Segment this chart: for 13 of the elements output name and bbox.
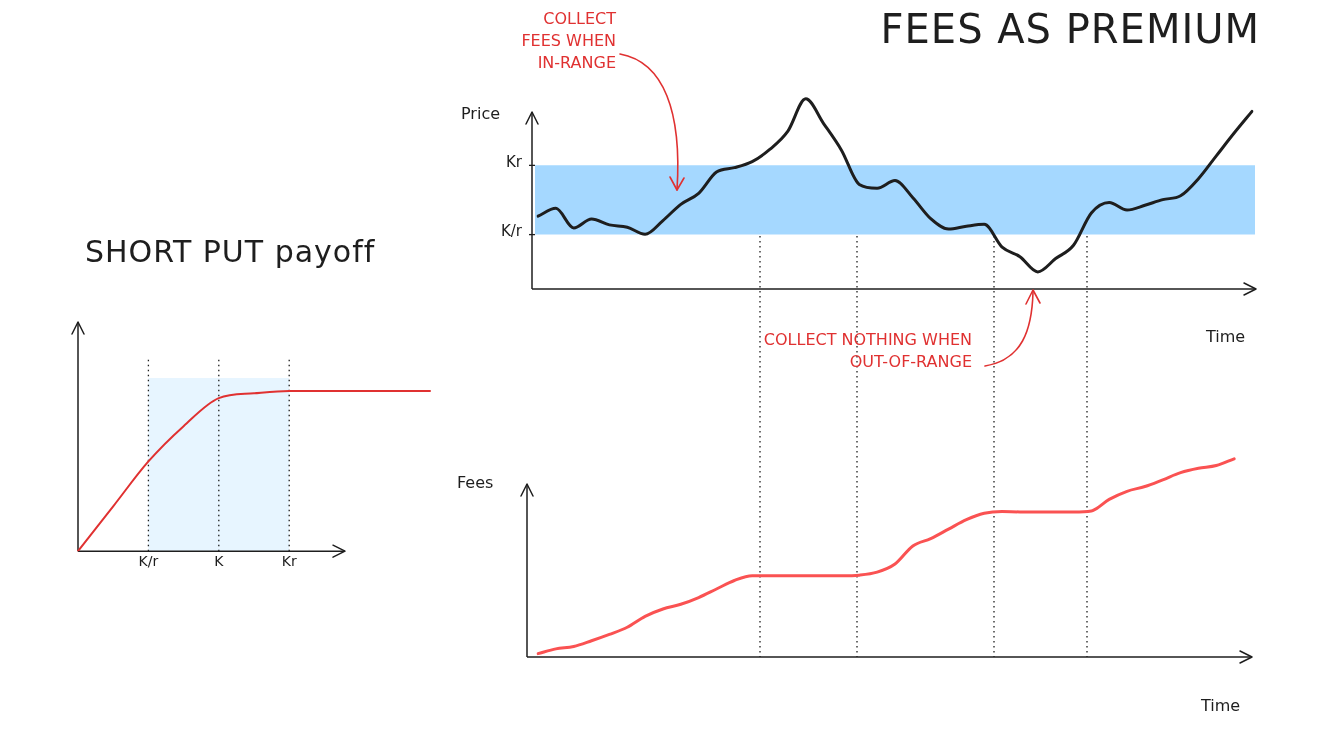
chart-title: FEES AS PREMIUM [879,6,1260,52]
x-tick-label: K/r [138,553,159,570]
x-axis-title: Time [1201,696,1241,715]
y-axis-title: Price [461,104,501,123]
ref-line-label: K/r [500,222,523,241]
text: COLLECT FEES WHEN IN-RANGE [520,8,616,74]
x-axis-title: Time [1206,327,1246,346]
y-axis-title: Fees [457,473,494,492]
ref-line-label: Kr [505,153,523,172]
x-tick-label: Kr [281,553,297,570]
text: COLLECT NOTHING WHEN OUT-OF-RANGE [762,329,972,373]
chart-title: SHORT PUT payoff [85,234,376,269]
x-tick-label: K [214,553,225,570]
